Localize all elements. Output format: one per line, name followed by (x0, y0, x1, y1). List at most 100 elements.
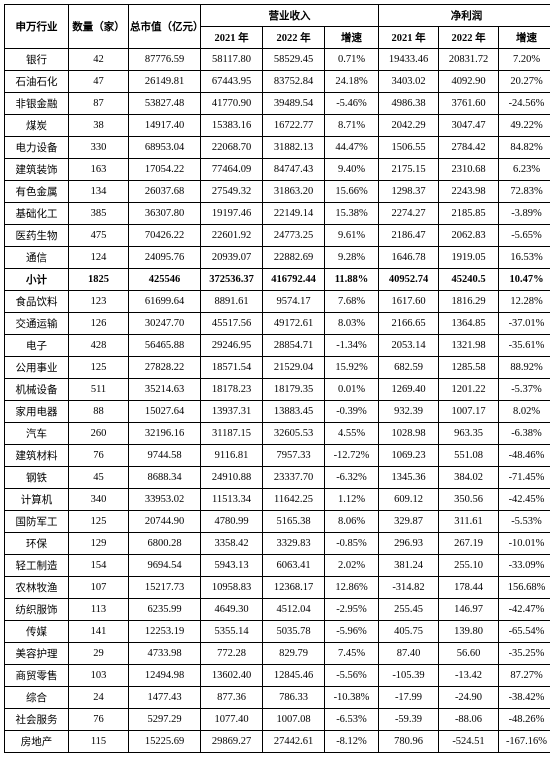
cell: 计算机 (5, 489, 69, 511)
table-row: 电子42856465.8829246.9528854.71-1.34%2053.… (5, 335, 550, 357)
cell: 87776.59 (129, 49, 201, 71)
cell: 1028.98 (379, 423, 439, 445)
cell: 385 (69, 203, 129, 225)
cell: 房地产 (5, 731, 69, 753)
cell: 405.75 (379, 621, 439, 643)
cell: 19433.46 (379, 49, 439, 71)
cell: 72.83% (499, 181, 550, 203)
cell: 255.10 (439, 555, 499, 577)
cell: -0.85% (325, 533, 379, 555)
cell: -48.46% (499, 445, 550, 467)
cell: 0.71% (325, 49, 379, 71)
cell: 9744.58 (129, 445, 201, 467)
cell: -33.09% (499, 555, 550, 577)
table-row: 商贸零售10312494.9813602.4012845.46-5.56%-10… (5, 665, 550, 687)
cell: 178.44 (439, 577, 499, 599)
col-mktcap: 总市值（亿元） (129, 5, 201, 49)
cell: 350.56 (439, 489, 499, 511)
cell: 5943.13 (201, 555, 263, 577)
cell: 1506.55 (379, 137, 439, 159)
cell: 28854.71 (263, 335, 325, 357)
cell: 340 (69, 489, 129, 511)
cell: 基础化工 (5, 203, 69, 225)
table-row: 非银金融8753827.4841770.9039489.54-5.46%4986… (5, 93, 550, 115)
cell: -10.38% (325, 687, 379, 709)
col-rev-2021: 2021 年 (201, 27, 263, 49)
cell: 1077.40 (201, 709, 263, 731)
cell: 84.82% (499, 137, 550, 159)
cell: 3047.47 (439, 115, 499, 137)
cell: 125 (69, 357, 129, 379)
table-row: 建筑装饰16317054.2277464.0984747.439.40%2175… (5, 159, 550, 181)
cell: 41770.90 (201, 93, 263, 115)
cell: 通信 (5, 247, 69, 269)
table-row-subtotal: 小计1825425546372536.37416792.4411.88%4095… (5, 269, 550, 291)
cell: 416792.44 (263, 269, 325, 291)
financial-table: 申万行业 数量（家） 总市值（亿元） 营业收入 净利润 2021 年 2022 … (4, 4, 550, 753)
cell: 83752.84 (263, 71, 325, 93)
cell: 27828.22 (129, 357, 201, 379)
col-rev-2022: 2022 年 (263, 27, 325, 49)
cell: 45 (69, 467, 129, 489)
table-row: 房地产11515225.6929869.2727442.61-8.12%780.… (5, 731, 550, 753)
cell: 8891.61 (201, 291, 263, 313)
cell: 2784.42 (439, 137, 499, 159)
cell: -24.90 (439, 687, 499, 709)
cell: 141 (69, 621, 129, 643)
cell: 6235.99 (129, 599, 201, 621)
cell: 49172.61 (263, 313, 325, 335)
cell: 15.66% (325, 181, 379, 203)
cell: -13.42 (439, 665, 499, 687)
cell: 13937.31 (201, 401, 263, 423)
cell: 1.12% (325, 489, 379, 511)
cell: -12.72% (325, 445, 379, 467)
cell: 2185.85 (439, 203, 499, 225)
cell: -35.61% (499, 335, 550, 357)
cell: 20939.07 (201, 247, 263, 269)
cell: -6.53% (325, 709, 379, 731)
cell: 13602.40 (201, 665, 263, 687)
cell: 1007.17 (439, 401, 499, 423)
col-industry: 申万行业 (5, 5, 69, 49)
cell: 124 (69, 247, 129, 269)
cell: 6.23% (499, 159, 550, 181)
cell: -5.53% (499, 511, 550, 533)
cell: 126 (69, 313, 129, 335)
cell: 31863.20 (263, 181, 325, 203)
cell: 88.92% (499, 357, 550, 379)
cell: 传媒 (5, 621, 69, 643)
cell: 1345.36 (379, 467, 439, 489)
cell: 小计 (5, 269, 69, 291)
cell: 16722.77 (263, 115, 325, 137)
cell: 15225.69 (129, 731, 201, 753)
cell: 20831.72 (439, 49, 499, 71)
cell: 5297.29 (129, 709, 201, 731)
cell: 电子 (5, 335, 69, 357)
cell: 1201.22 (439, 379, 499, 401)
cell: 2186.47 (379, 225, 439, 247)
cell: 15217.73 (129, 577, 201, 599)
cell: 9694.54 (129, 555, 201, 577)
table-row: 医药生物47570426.2222601.9224773.259.61%2186… (5, 225, 550, 247)
cell: -59.39 (379, 709, 439, 731)
cell: 53827.48 (129, 93, 201, 115)
cell: 372536.37 (201, 269, 263, 291)
cell: 682.59 (379, 357, 439, 379)
cell: 社会服务 (5, 709, 69, 731)
cell: 5035.78 (263, 621, 325, 643)
cell: 6800.28 (129, 533, 201, 555)
cell: 农林牧渔 (5, 577, 69, 599)
cell: -42.45% (499, 489, 550, 511)
cell: 27549.32 (201, 181, 263, 203)
cell: 石油石化 (5, 71, 69, 93)
cell: 42 (69, 49, 129, 71)
cell: 47 (69, 71, 129, 93)
cell: 22601.92 (201, 225, 263, 247)
cell: 511 (69, 379, 129, 401)
cell: -5.65% (499, 225, 550, 247)
cell: 12494.98 (129, 665, 201, 687)
cell: 260 (69, 423, 129, 445)
cell: 24910.88 (201, 467, 263, 489)
cell: 15027.64 (129, 401, 201, 423)
cell: 1825 (69, 269, 129, 291)
